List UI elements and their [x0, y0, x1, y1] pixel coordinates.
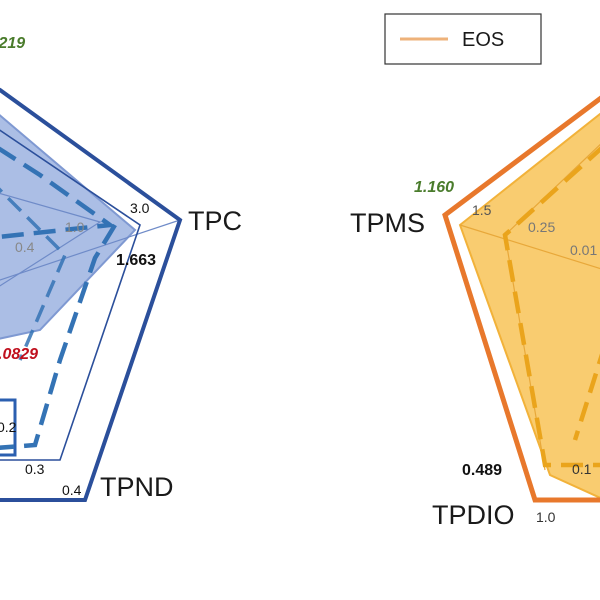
- left-tick-0-4-inner: 0.4: [15, 239, 35, 255]
- left-dashed-series-1: [0, 146, 117, 240]
- right-annotation-0489: 0.489: [462, 462, 502, 479]
- legend-label-eos: EOS: [462, 29, 504, 51]
- left-radar-panel: TPC TPND 1.0 3.0 0.4 0.2 0.3 0.4 1.663 .…: [0, 35, 242, 502]
- left-web-inner-1: [0, 192, 102, 287]
- right-axis-label-tpms: TPMS: [350, 208, 425, 238]
- left-annotation-1663: 1.663: [116, 252, 156, 269]
- right-axis-label-tpdio: TPDIO: [432, 500, 515, 530]
- left-frame-outer: [0, 87, 183, 502]
- left-frame-mid: [0, 129, 141, 461]
- left-data-area: [0, 114, 137, 340]
- left-annotation-219: .219: [0, 35, 25, 52]
- left-tick-3-0: 3.0: [130, 200, 150, 216]
- right-tick-1-5: 1.5: [472, 202, 492, 218]
- right-dashed-series-1: [502, 146, 600, 468]
- left-tick-1-0: 1.0: [65, 219, 85, 235]
- left-tick-0-3: 0.3: [25, 461, 45, 477]
- right-spoke-1: [459, 224, 600, 270]
- left-spoke-tpc: [0, 219, 181, 281]
- right-tick-0-25: 0.25: [528, 219, 555, 235]
- left-frame-inner: [0, 398, 17, 457]
- right-frame-outer: [442, 95, 600, 503]
- left-dashed-series-2: [0, 223, 117, 450]
- right-data-area: [458, 112, 600, 499]
- right-dashed-series-2: [572, 353, 600, 441]
- right-radar-panel: TPMS TPDIO 1.5 0.25 0.01 0.1 1.0 1.160 0…: [350, 95, 600, 530]
- legend: EOS: [384, 13, 542, 65]
- left-annotation-0829: .0829: [0, 346, 38, 363]
- right-annotation-1160: 1.160: [414, 179, 454, 196]
- left-dashed-series-3: [0, 187, 68, 361]
- left-tick-0-2: 0.2: [0, 419, 17, 435]
- right-tick-1-0: 1.0: [536, 509, 556, 525]
- left-axis-label-tpnd: TPND: [100, 472, 174, 502]
- right-tick-0-1: 0.1: [572, 461, 592, 477]
- right-tick-0-01: 0.01: [570, 242, 597, 258]
- left-axis-label-tpc: TPC: [188, 206, 242, 236]
- left-tick-0-4: 0.4: [62, 482, 82, 498]
